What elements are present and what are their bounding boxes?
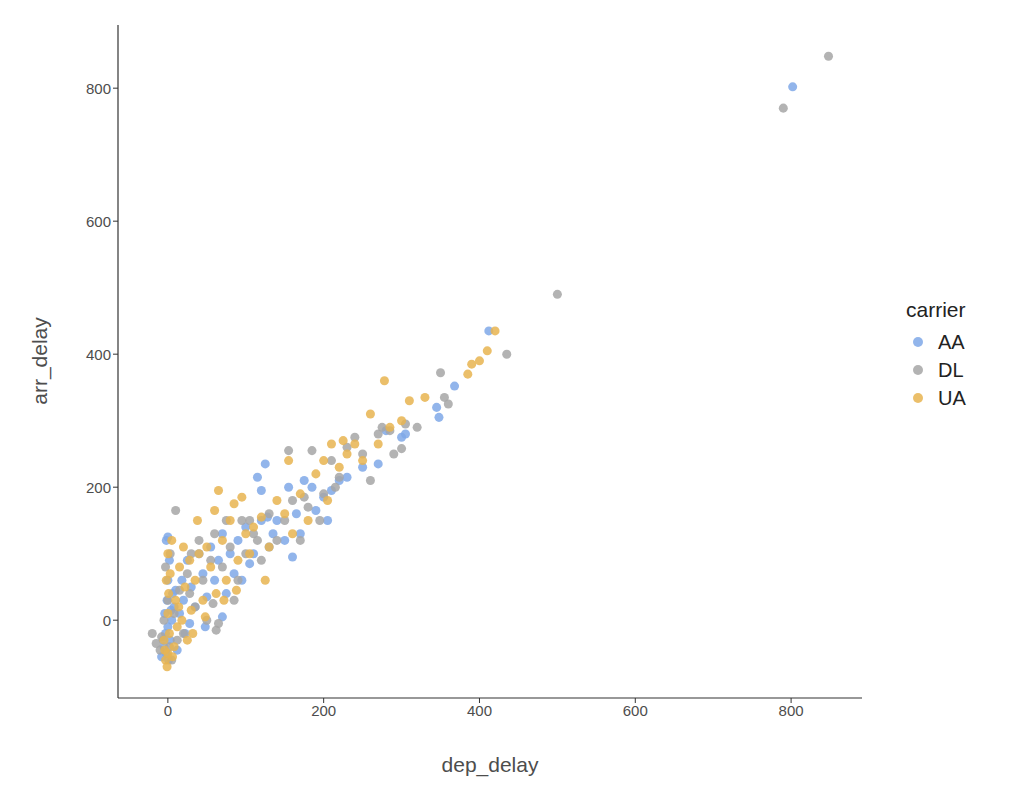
svg-text:0: 0 xyxy=(164,702,172,719)
svg-text:600: 600 xyxy=(623,702,648,719)
svg-text:200: 200 xyxy=(86,479,111,496)
svg-text:400: 400 xyxy=(467,702,492,719)
svg-text:400: 400 xyxy=(86,346,111,363)
html-text:dep_delay: dep_delay xyxy=(441,753,539,776)
svg-text:0: 0 xyxy=(103,612,111,629)
svg-text:600: 600 xyxy=(86,213,111,230)
html-text:carrier: carrier xyxy=(906,298,966,321)
html-text:DL: DL xyxy=(938,358,964,381)
html-text:UA: UA xyxy=(938,386,966,409)
html-text:AA: AA xyxy=(938,330,965,353)
svg-text:200: 200 xyxy=(311,702,336,719)
svg-text:800: 800 xyxy=(779,702,804,719)
html-text:arr_delay: arr_delay xyxy=(28,317,51,405)
svg-text:800: 800 xyxy=(86,80,111,97)
